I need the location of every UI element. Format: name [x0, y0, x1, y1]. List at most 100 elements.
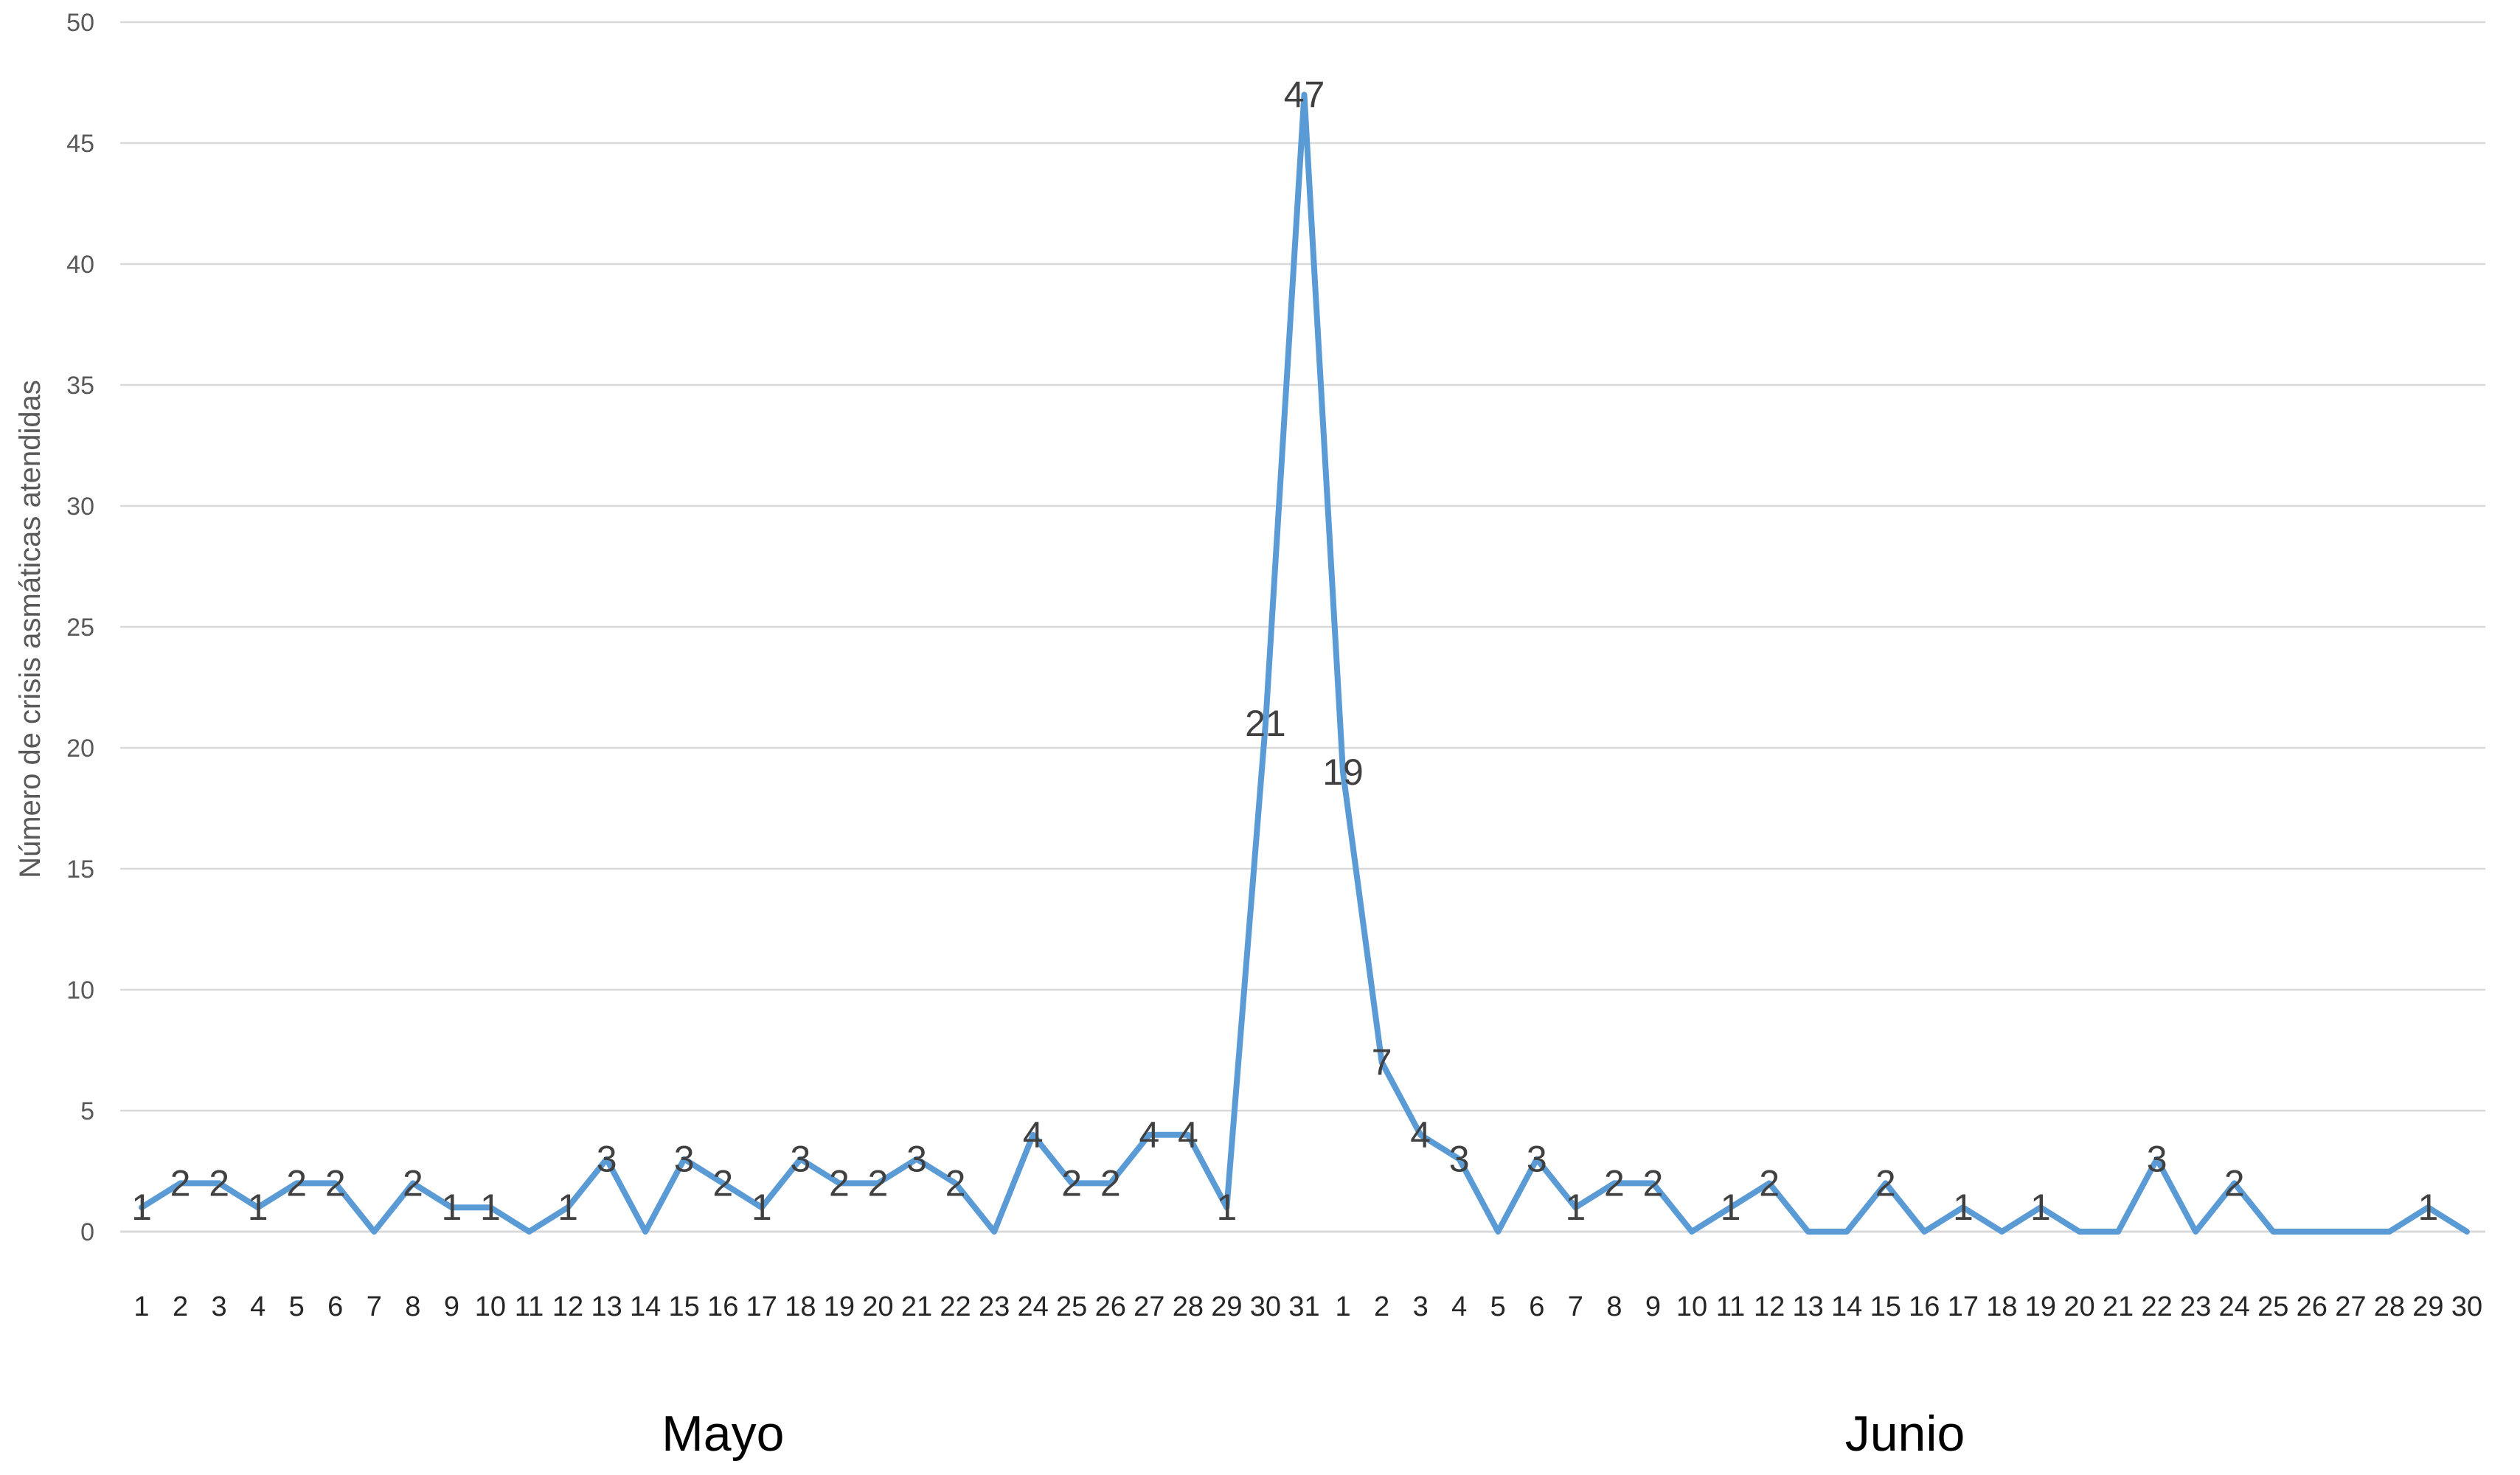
x-tick-label: 3 — [1413, 1291, 1429, 1322]
data-label: 3 — [1449, 1139, 1470, 1180]
x-tick-label: 2 — [173, 1291, 188, 1322]
x-tick-label: 6 — [1529, 1291, 1544, 1322]
data-label: 3 — [2147, 1139, 2167, 1180]
data-label: 3 — [790, 1139, 811, 1180]
x-tick-label: 29 — [1211, 1291, 1242, 1322]
gridlines — [120, 21, 2485, 1233]
data-label: 4 — [1178, 1114, 1198, 1156]
x-tick-label: 7 — [1568, 1291, 1583, 1322]
data-label: 2 — [403, 1162, 423, 1204]
data-label: 47 — [1284, 74, 1325, 115]
x-tick-label: 12 — [1754, 1291, 1785, 1322]
data-label: 2 — [325, 1162, 346, 1204]
x-tick-label: 25 — [2257, 1291, 2288, 1322]
y-tick-label: 35 — [66, 372, 94, 400]
data-label: 1 — [1216, 1187, 1237, 1228]
data-label: 2 — [2224, 1162, 2245, 1204]
data-label: 1 — [752, 1187, 772, 1228]
x-tick-label: 28 — [2374, 1291, 2405, 1322]
x-tick-label: 10 — [475, 1291, 506, 1322]
data-label: 2 — [829, 1162, 850, 1204]
data-label: 1 — [1953, 1187, 1974, 1228]
y-tick-label: 40 — [66, 251, 94, 279]
x-tick-label: 23 — [2180, 1291, 2211, 1322]
x-tick-label: 15 — [1870, 1291, 1901, 1322]
x-tick-label: 10 — [1676, 1291, 1707, 1322]
x-tick-label: 11 — [515, 1291, 544, 1322]
data-label: 2 — [1061, 1162, 1082, 1204]
x-tick-label: 26 — [2297, 1291, 2328, 1322]
data-label: 1 — [2030, 1187, 2051, 1228]
data-label: 4 — [1410, 1114, 1431, 1156]
month-labels: Mayo Junio — [662, 1406, 1965, 1462]
y-tick-label: 30 — [66, 493, 94, 521]
x-tick-label: 25 — [1056, 1291, 1087, 1322]
series-line — [139, 91, 2470, 1235]
data-label: 4 — [1139, 1114, 1159, 1156]
x-tick-label: 19 — [824, 1291, 855, 1322]
data-label: 2 — [945, 1162, 966, 1204]
data-label: 3 — [597, 1139, 617, 1180]
x-tick-label: 11 — [1716, 1291, 1745, 1322]
data-label: 1 — [248, 1187, 268, 1228]
data-label: 2 — [1100, 1162, 1121, 1204]
x-tick-label: 22 — [2141, 1291, 2172, 1322]
y-tick-label: 10 — [66, 976, 94, 1004]
x-tick-label: 8 — [405, 1291, 420, 1322]
x-tick-label: 3 — [212, 1291, 227, 1322]
data-label: 2 — [1643, 1162, 1664, 1204]
data-label: 2 — [1875, 1162, 1896, 1204]
x-tick-label: 21 — [2103, 1291, 2134, 1322]
data-label: 2 — [1759, 1162, 1780, 1204]
x-tick-label: 1 — [133, 1291, 149, 1322]
data-label: 1 — [441, 1187, 462, 1228]
x-tick-label: 18 — [1986, 1291, 2017, 1322]
data-label: 7 — [1372, 1041, 1392, 1083]
x-tick-label: 17 — [746, 1291, 777, 1322]
series — [139, 91, 2470, 1235]
data-label: 2 — [868, 1162, 889, 1204]
x-tick-label: 6 — [327, 1291, 343, 1322]
x-tick-label: 2 — [1374, 1291, 1389, 1322]
y-axis-ticks: 0 5 10 15 20 25 30 35 40 45 50 — [66, 9, 94, 1246]
x-tick-label: 13 — [1793, 1291, 1824, 1322]
x-tick-label: 20 — [862, 1291, 893, 1322]
data-label: 1 — [2418, 1187, 2439, 1228]
x-tick-label: 7 — [367, 1291, 382, 1322]
data-label: 3 — [906, 1139, 927, 1180]
x-tick-label: 24 — [2219, 1291, 2250, 1322]
x-tick-label: 27 — [1134, 1291, 1164, 1322]
x-tick-label: 5 — [1490, 1291, 1506, 1322]
x-tick-label: 9 — [444, 1291, 459, 1322]
x-tick-label: 29 — [2412, 1291, 2443, 1322]
x-tick-label: 19 — [2025, 1291, 2056, 1322]
y-tick-label: 45 — [66, 130, 94, 158]
y-tick-label: 5 — [80, 1097, 94, 1125]
x-tick-label: 1 — [1335, 1291, 1350, 1322]
x-tick-label: 30 — [1250, 1291, 1281, 1322]
x-tick-label: 23 — [979, 1291, 1010, 1322]
x-tick-label: 4 — [250, 1291, 265, 1322]
month-label: Mayo — [662, 1406, 784, 1462]
data-label: 3 — [674, 1139, 695, 1180]
data-label: 19 — [1322, 752, 1364, 793]
data-label: 2 — [286, 1162, 307, 1204]
x-tick-label: 16 — [1909, 1291, 1940, 1322]
x-tick-label: 20 — [2063, 1291, 2094, 1322]
x-tick-label: 14 — [1831, 1291, 1862, 1322]
y-tick-label: 50 — [66, 9, 94, 37]
x-tick-label: 15 — [669, 1291, 700, 1322]
x-tick-label: 12 — [552, 1291, 583, 1322]
data-label: 1 — [480, 1187, 501, 1228]
y-tick-label: 15 — [66, 856, 94, 884]
x-tick-label: 17 — [1948, 1291, 1979, 1322]
data-label: 2 — [1604, 1162, 1625, 1204]
x-tick-label: 13 — [591, 1291, 622, 1322]
y-tick-label: 25 — [66, 614, 94, 642]
data-label: 1 — [1721, 1187, 1741, 1228]
y-tick-label: 20 — [66, 735, 94, 763]
x-tick-label: 16 — [707, 1291, 738, 1322]
